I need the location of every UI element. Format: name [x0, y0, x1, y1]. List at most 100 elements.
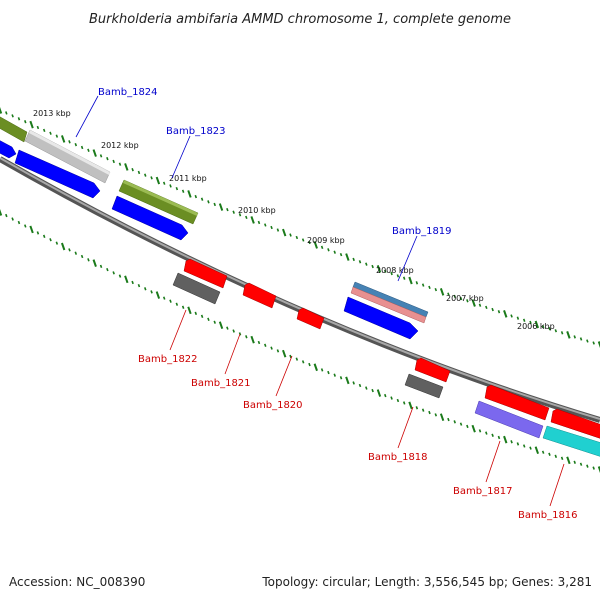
minor-tick: [390, 271, 393, 276]
feature-block[interactable]: [350, 286, 427, 324]
minor-tick: [232, 210, 235, 214]
major-tick: [250, 216, 255, 224]
minor-tick: [42, 234, 46, 238]
minor-tick: [276, 228, 280, 232]
minor-tick: [415, 281, 419, 285]
minor-tick: [478, 429, 482, 433]
feature-block[interactable]: [542, 425, 600, 458]
minor-tick: [137, 170, 141, 175]
minor-tick: [87, 258, 90, 262]
minor-tick: [24, 224, 27, 228]
gene-arrow[interactable]: [242, 282, 277, 309]
major-tick: [0, 208, 3, 216]
gene-label[interactable]: Bamb_1816: [518, 510, 578, 521]
gene-arrow[interactable]: [296, 307, 325, 330]
minor-tick: [49, 238, 52, 242]
gene-label[interactable]: Bamb_1818: [368, 452, 428, 463]
gene-arrow[interactable]: [183, 258, 228, 289]
gene-label[interactable]: Bamb_1821: [191, 378, 251, 389]
gene-arrow[interactable]: [0, 138, 17, 159]
major-tick: [155, 176, 161, 185]
major-tick: [439, 288, 445, 296]
minor-tick: [226, 326, 229, 330]
major-tick: [60, 135, 66, 143]
minor-tick: [339, 376, 343, 380]
minor-tick: [510, 440, 513, 444]
minor-tick: [106, 267, 109, 272]
feature-block[interactable]: [0, 114, 28, 143]
minor-tick: [270, 346, 273, 350]
minor-tick: [396, 398, 400, 403]
minor-tick: [384, 393, 387, 398]
major-tick: [29, 120, 34, 129]
minor-tick: [510, 314, 513, 318]
minor-tick: [87, 148, 90, 152]
scale-label: 2007 kbp: [446, 294, 484, 303]
minor-tick: [516, 442, 520, 446]
minor-tick: [466, 424, 469, 429]
gene-arrow[interactable]: [414, 357, 451, 383]
major-tick: [376, 265, 382, 273]
minor-tick: [522, 318, 526, 322]
minor-tick: [118, 162, 122, 166]
minor-tick: [352, 257, 355, 262]
minor-tick: [320, 245, 324, 250]
minor-tick: [402, 276, 406, 280]
gene-arrow[interactable]: [111, 195, 189, 241]
major-tick: [187, 306, 192, 315]
major-tick: [503, 435, 508, 444]
minor-tick: [428, 285, 431, 290]
minor-tick: [17, 117, 21, 121]
minor-tick: [497, 310, 501, 314]
minor-tick: [17, 220, 21, 225]
inner-scale-ticks: [0, 208, 600, 474]
minor-tick: [301, 238, 305, 242]
gene-label[interactable]: Bamb_1817: [453, 486, 513, 497]
major-tick: [155, 291, 161, 299]
minor-tick: [207, 200, 210, 204]
gene-arrow[interactable]: [484, 384, 550, 421]
gene-arrow[interactable]: [343, 296, 419, 340]
gene-arrow[interactable]: [550, 408, 600, 440]
major-tick: [566, 456, 571, 465]
minor-tick: [99, 154, 103, 158]
gene-label[interactable]: Bamb_1824: [98, 87, 158, 98]
gene-label[interactable]: Bamb_1823: [166, 126, 226, 137]
map-title: Burkholderia ambifaria AMMD chromosome 1…: [89, 12, 511, 27]
minor-tick: [579, 462, 583, 466]
minor-tick: [200, 197, 204, 201]
minor-tick: [497, 435, 501, 440]
gene-label[interactable]: Bamb_1822: [138, 354, 198, 365]
minor-tick: [264, 223, 267, 227]
minor-tick: [194, 311, 198, 316]
gene-label[interactable]: Bamb_1820: [243, 400, 303, 411]
minor-tick: [333, 250, 336, 254]
chromosome-backbone: [0, 156, 600, 423]
feature-block[interactable]: [404, 373, 444, 399]
minor-tick: [541, 324, 545, 329]
major-tick: [124, 163, 129, 171]
major-tick: [282, 228, 287, 237]
minor-tick: [295, 235, 299, 240]
minor-tick: [365, 386, 368, 390]
minor-tick: [560, 331, 564, 335]
major-tick: [92, 259, 97, 267]
feature-block[interactable]: [474, 400, 544, 439]
minor-tick: [175, 302, 179, 306]
minor-tick: [390, 396, 393, 400]
minor-tick: [586, 464, 589, 468]
minor-tick: [491, 433, 494, 437]
minor-tick: [295, 357, 299, 361]
minor-tick: [49, 131, 52, 135]
gene-label[interactable]: Bamb_1819: [392, 226, 452, 237]
feature-block[interactable]: [172, 272, 221, 305]
outer-scale-ticks: [0, 106, 600, 349]
minor-tick: [162, 181, 166, 185]
gene-arrow[interactable]: [14, 149, 101, 199]
major-tick: [376, 389, 382, 397]
minor-tick: [11, 217, 14, 221]
minor-tick: [36, 125, 40, 130]
major-tick: [534, 320, 540, 329]
minor-tick: [301, 360, 305, 364]
